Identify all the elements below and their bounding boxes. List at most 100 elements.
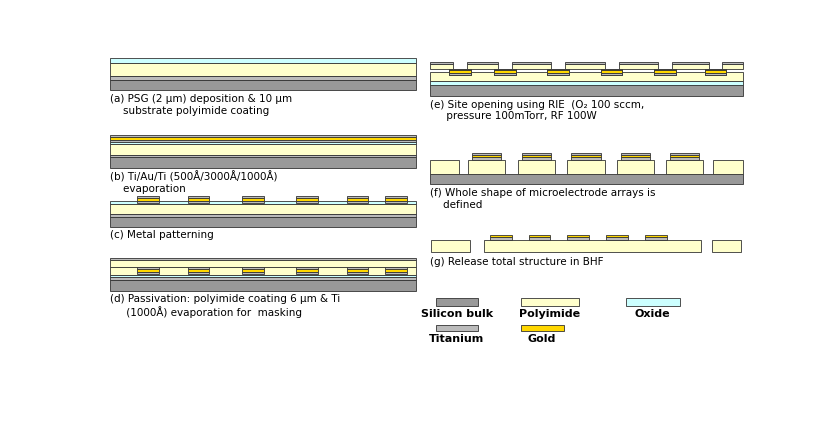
Bar <box>528 238 551 240</box>
Bar <box>494 69 516 70</box>
Bar <box>547 70 569 73</box>
Bar <box>547 69 569 70</box>
Bar <box>705 73 726 75</box>
Bar <box>347 267 369 269</box>
Bar <box>110 144 415 155</box>
Bar <box>567 235 589 238</box>
Bar <box>494 73 516 75</box>
Bar <box>705 70 726 73</box>
Bar <box>137 198 159 201</box>
Bar <box>467 64 498 69</box>
Bar <box>110 63 415 76</box>
Bar <box>472 155 501 157</box>
Bar <box>621 155 651 157</box>
Bar <box>137 196 159 198</box>
Bar <box>619 64 658 69</box>
Bar <box>242 198 264 201</box>
Bar <box>572 152 601 155</box>
Bar <box>449 73 471 75</box>
Bar <box>626 298 680 306</box>
Bar <box>436 325 478 331</box>
Bar <box>110 157 415 168</box>
Bar <box>601 70 622 73</box>
Bar <box>347 269 369 272</box>
Bar <box>110 142 415 144</box>
Bar <box>347 201 369 203</box>
Bar <box>601 70 622 73</box>
Bar <box>565 62 605 64</box>
Bar <box>522 157 551 160</box>
Bar <box>429 62 453 64</box>
Bar <box>110 201 415 203</box>
Bar <box>572 155 601 157</box>
Bar <box>110 214 415 216</box>
Bar <box>494 73 516 75</box>
Text: Gold: Gold <box>527 334 556 344</box>
Bar <box>521 298 579 306</box>
Text: Oxide: Oxide <box>635 309 671 319</box>
Bar <box>654 69 676 70</box>
Bar <box>670 157 699 160</box>
Bar <box>449 69 471 70</box>
Text: (g) Release total structure in BHF: (g) Release total structure in BHF <box>429 257 603 267</box>
Bar <box>705 69 726 70</box>
Text: (c) Metal patterning: (c) Metal patterning <box>110 231 214 241</box>
Bar <box>621 152 651 155</box>
Bar <box>522 152 551 155</box>
Bar <box>110 260 415 267</box>
Bar <box>512 62 551 64</box>
Text: Silicon bulk: Silicon bulk <box>420 309 493 319</box>
Bar <box>188 269 210 272</box>
Bar <box>431 240 470 252</box>
Bar <box>654 73 676 75</box>
Bar <box>645 235 666 238</box>
Bar <box>296 272 318 273</box>
Bar <box>188 196 210 198</box>
Bar <box>547 73 569 75</box>
Bar <box>347 198 369 201</box>
Bar <box>110 140 415 142</box>
Bar <box>621 157 651 160</box>
Bar <box>705 69 726 70</box>
Bar <box>645 238 666 240</box>
Bar <box>483 240 701 252</box>
Bar <box>188 267 210 269</box>
Bar <box>572 157 601 160</box>
Bar <box>472 152 501 155</box>
Bar <box>449 69 471 70</box>
Bar <box>110 135 415 137</box>
Bar <box>137 272 159 273</box>
Bar <box>110 76 415 79</box>
Bar <box>296 198 318 201</box>
Text: (e) Site opening using RIE  (O₂ 100 sccm,
     pressure 100mTorr, RF 100W: (e) Site opening using RIE (O₂ 100 sccm,… <box>429 100 644 121</box>
Bar <box>110 275 415 277</box>
Bar <box>518 160 555 174</box>
Bar <box>242 267 264 269</box>
Bar <box>385 201 407 203</box>
Bar <box>188 198 210 201</box>
Bar <box>347 272 369 273</box>
Bar <box>722 64 743 69</box>
Bar <box>654 69 676 70</box>
Bar <box>110 79 415 90</box>
Bar <box>137 267 159 269</box>
Bar <box>713 160 743 174</box>
Bar <box>467 62 498 64</box>
Bar <box>601 69 622 70</box>
Bar <box>429 81 743 85</box>
Bar <box>670 155 699 157</box>
Bar <box>547 69 569 70</box>
Bar <box>672 64 709 69</box>
Bar <box>494 69 516 70</box>
Bar <box>672 62 709 64</box>
Bar <box>567 238 589 240</box>
Bar <box>110 267 415 275</box>
Bar <box>110 155 415 157</box>
Bar <box>449 70 471 73</box>
Bar <box>429 160 459 174</box>
Bar <box>385 272 407 273</box>
Bar <box>601 73 622 75</box>
Bar <box>472 157 501 160</box>
Bar <box>110 203 415 214</box>
Bar <box>242 196 264 198</box>
